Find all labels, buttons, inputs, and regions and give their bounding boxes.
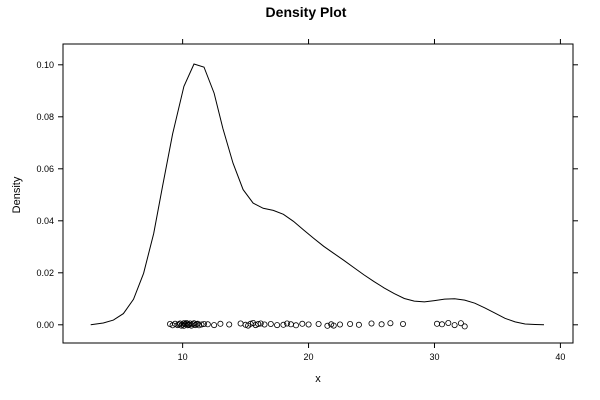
data-point (368, 320, 375, 327)
data-point (284, 320, 291, 327)
data-point (433, 320, 440, 327)
data-point (451, 322, 458, 329)
x-axis: 10 20 30 40 (178, 39, 565, 362)
data-point (211, 322, 218, 329)
data-point (204, 321, 211, 328)
chart-title: Density Plot (266, 4, 347, 20)
data-point (399, 320, 406, 327)
data-point (305, 321, 312, 328)
data-point (261, 321, 268, 328)
data-point (257, 320, 264, 327)
x-axis-label: x (315, 373, 321, 385)
data-point (237, 320, 244, 327)
y-tick-label: 0.08 (36, 112, 54, 122)
data-point (280, 321, 287, 328)
y-tick-label: 0.00 (36, 320, 54, 330)
data-point (336, 321, 343, 328)
data-point (330, 322, 337, 329)
data-point (217, 320, 224, 327)
x-tick-label: 30 (429, 352, 439, 362)
data-point (445, 319, 452, 326)
y-axis: 0.00 0.02 0.04 0.06 0.08 0.10 (36, 60, 578, 330)
x-tick-label: 40 (555, 352, 565, 362)
data-point (347, 320, 354, 327)
plot-frame (62, 43, 574, 344)
data-point (267, 320, 274, 327)
data-point (378, 321, 385, 328)
data-point (355, 321, 362, 328)
data-point (287, 321, 294, 328)
rug-points (166, 319, 468, 330)
y-tick-label: 0.06 (36, 164, 54, 174)
data-point (461, 323, 468, 330)
y-tick-label: 0.10 (36, 60, 54, 70)
data-point (226, 321, 233, 328)
data-point (200, 320, 207, 327)
data-point (438, 321, 445, 328)
data-point (198, 321, 205, 328)
data-point (194, 320, 201, 327)
data-point (457, 320, 464, 327)
data-point (255, 320, 262, 327)
x-tick-label: 10 (178, 352, 188, 362)
data-point (299, 320, 306, 327)
data-point (292, 322, 299, 329)
data-point (324, 322, 331, 329)
data-point (387, 320, 394, 327)
y-tick-label: 0.04 (36, 216, 54, 226)
y-tick-label: 0.02 (36, 268, 54, 278)
x-tick-label: 20 (304, 352, 314, 362)
y-axis-label: Density (11, 176, 23, 213)
data-point (315, 320, 322, 327)
density-curve (90, 63, 545, 326)
data-point (274, 322, 281, 329)
